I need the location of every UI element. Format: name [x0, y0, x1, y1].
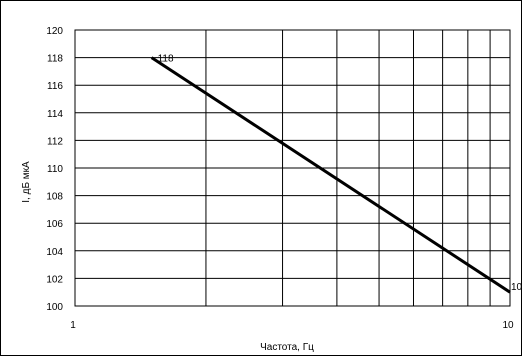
y-tick-label: 116 — [47, 81, 63, 92]
data-label: 101 — [511, 282, 522, 293]
y-tick-label: 106 — [46, 219, 63, 230]
x-tick-label: 1 — [70, 320, 76, 331]
x-axis-ticks: 1 10 — [70, 320, 514, 331]
plot-area-border — [74, 29, 511, 307]
x-tick-label: 10 — [502, 320, 514, 331]
y-tick-label: 120 — [46, 26, 63, 37]
y-tick-label: 118 — [47, 54, 63, 65]
data-label: 118 — [158, 54, 174, 65]
y-tick-label: 104 — [46, 247, 63, 258]
y-tick-label: 100 — [46, 302, 63, 313]
y-tick-label: 114 — [47, 109, 63, 120]
y-tick-label: 112 — [47, 136, 63, 147]
y-tick-label: 108 — [46, 192, 63, 203]
y-tick-label: 110 — [47, 164, 63, 175]
y-tick-label: 102 — [46, 274, 63, 285]
x-axis-label: Частота, Гц — [260, 342, 314, 353]
series-line — [150, 56, 511, 294]
grid — [75, 30, 510, 306]
y-axis-ticks: 100 102 104 106 108 110 112 114 116 118 120 — [46, 26, 63, 313]
series-layer: 118 101 — [150, 54, 522, 294]
y-axis-label: I, дБ мкА — [21, 161, 32, 203]
